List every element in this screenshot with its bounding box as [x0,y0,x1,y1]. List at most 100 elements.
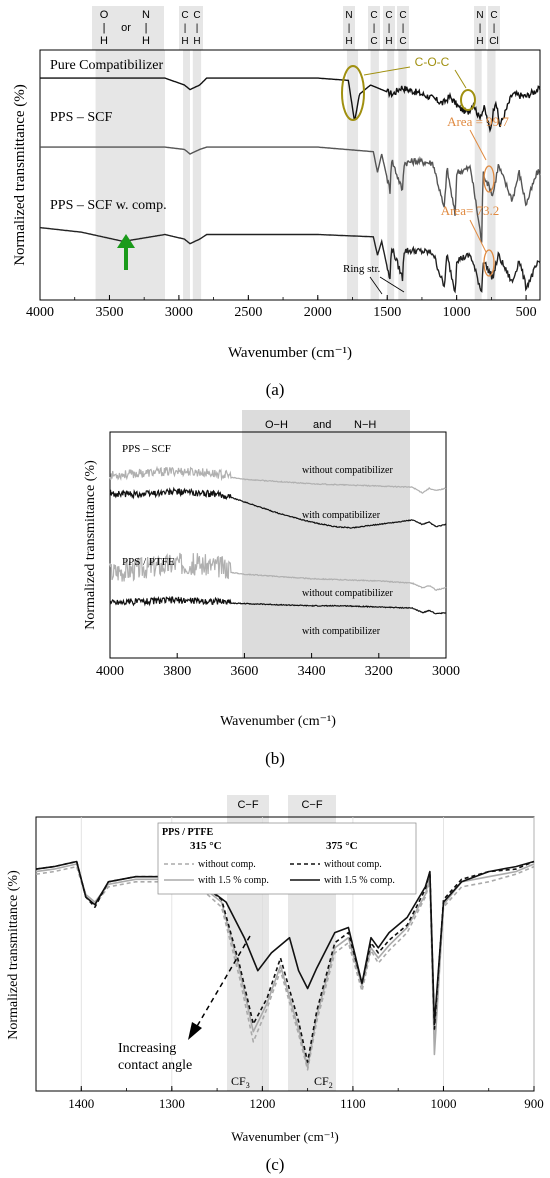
panel-a: O | H or N | H C|HC|HN|HC|CC|HC|CN|HC|Cl… [12,6,541,399]
c-peak-cf3: CF3 [231,1074,250,1090]
a-band-1 [183,50,190,300]
c-increasing-arrow [188,935,251,1040]
c-series-1 [35,863,535,1068]
a-band-6 [398,50,407,300]
c-annot-line2: contact angle [118,1058,192,1073]
a-label-pps-scf: PPS – SCF [50,110,112,125]
a-band-4 [370,50,379,300]
c-legend-col1-title: 315 °C [190,840,222,852]
c-xtick-label-5: 900 [524,1096,544,1111]
b-series-label-1: without compatibilizer [302,465,393,476]
c-series-3 [35,860,535,1025]
c-x-ticks: 1400 1300 1200 1100 1000 900 [35,1086,544,1111]
a-small-band-bg-2 [343,6,355,50]
b-plot-frame [109,431,447,659]
b-series-2 [109,552,447,592]
a-xtick-label-6: 1000 [443,305,471,320]
a-small-band-labels: C|HC|HN|HC|CC|HC|CN|HC|Cl [179,6,500,50]
c-xtick-label-1: 1300 [159,1096,185,1111]
b-xtick-label-3: 3400 [298,664,326,679]
a-area1-leader [469,129,487,161]
a-x-ticks: 4000 3500 3000 2500 2000 1500 1000 500 [26,295,537,320]
c-legend-entry-4: with 1.5 % comp. [324,875,395,886]
a-small-band-top-7: C [490,10,497,21]
b-panel-label: (b) [265,749,285,768]
c-peak-cf2: CF2 [314,1074,333,1090]
panel-b: O−H and N−H 4000 3800 3600 3400 3200 3000 PPS… [83,410,460,768]
a-small-band-top-3: C [370,10,377,21]
a-small-band-bg-7 [488,6,500,50]
a-small-band-bar-1: | [196,23,199,34]
a-ellipse-carbonyl [341,65,365,121]
a-small-band-top-0: C [181,10,188,21]
a-band-2 [192,50,202,300]
a-band-label-oh-nh: O | H or N | H [92,6,164,50]
b-series-0 [109,465,447,494]
b-series-1 [109,486,447,529]
a-small-band-bottom-5: C [399,36,406,47]
a-xtick-label-1: 3500 [95,305,123,320]
b-series-label-3: without compatibilizer [302,588,393,599]
c-band-label-1: C−F [237,799,258,811]
b-xtick-label-5: 3000 [432,664,460,679]
a-xtick-label-4: 2000 [304,305,332,320]
c-xtick-label-3: 1100 [340,1096,366,1111]
b-series-label-2: with compatibilizer [302,510,381,521]
a-ellipse-coc [460,89,476,111]
a-ring-arrow-2 [379,276,405,293]
a-annot-area1: Area = 99.7 [447,114,509,129]
a-band-0 [95,50,165,300]
a-small-band-bg-6 [474,6,486,50]
a-ellipse-area2 [483,249,495,277]
panel-c: C−F C−F 1400 1300 1200 1100 1000 900 PPS / PT… [6,795,544,1174]
a-small-band-bar-6: | [479,23,482,34]
a-xtick-label-2: 3000 [165,305,193,320]
b-group-label-ptfe: PPS / PTFE [122,556,175,568]
c-y-axis-label: Normalized transmittance (%) [6,870,21,1040]
c-legend-col2-title: 375 °C [326,840,358,852]
b-xtick-label-1: 3800 [163,664,191,679]
c-series-0 [35,865,535,1071]
c-xtick-label-0: 1400 [68,1096,94,1111]
b-x-axis-label: Wavenumber (cm⁻¹) [220,714,336,729]
b-group-label-scf: PPS – SCF [122,443,171,455]
a-small-band-bg-0 [179,6,191,50]
c-series-group [35,860,535,1071]
c-legend-entry-3: without comp. [324,859,382,870]
a-small-band-bar-2: | [348,23,351,34]
a-band-nh-top: N [142,9,150,21]
a-xtick-label-7: 500 [516,305,537,320]
c-x-axis-label: Wavenumber (cm⁻¹) [231,1129,339,1144]
a-small-band-bg-5 [397,6,409,50]
c-band-label-2: C−F [301,799,322,811]
b-xtick-label-0: 4000 [96,664,124,679]
a-x-axis-label: Wavenumber (cm⁻¹) [228,345,352,361]
a-small-band-top-4: C [385,10,392,21]
a-small-band-top-5: C [399,10,406,21]
a-small-band-bottom-2: H [345,36,352,47]
a-ellipse-area1 [483,165,495,193]
c-legend-entry-1: without comp. [198,859,256,870]
a-band-3 [346,50,359,300]
a-label-pure-compatibilizer: Pure Compatibilizer [50,58,163,73]
a-band-nh-bar: | [145,22,148,34]
b-xtick-label-4: 3200 [365,664,393,679]
c-xtick-label-4: 1000 [430,1096,456,1111]
a-annot-coc: C-O-C [415,55,450,69]
a-xtick-label-5: 1500 [373,305,401,320]
b-band-and: and [313,419,331,431]
a-xtick-label-0: 4000 [26,305,54,320]
a-small-band-top-2: N [345,10,352,21]
a-small-band-bottom-7: Cl [489,36,498,47]
c-legend-title: PPS / PTFE [162,827,213,838]
a-small-band-bar-4: | [388,23,391,34]
a-ring-arrow-1 [369,276,383,295]
a-small-band-bottom-1: H [193,36,200,47]
a-annot-ring: Ring str. [343,263,381,275]
a-small-band-top-6: N [476,10,483,21]
b-series-label-4: with compatibilizer [302,626,381,637]
b-band-oh: O−H [265,419,288,431]
a-coc-leader-2 [454,69,467,89]
a-small-band-top-1: C [193,10,200,21]
a-green-arrow [117,234,135,270]
